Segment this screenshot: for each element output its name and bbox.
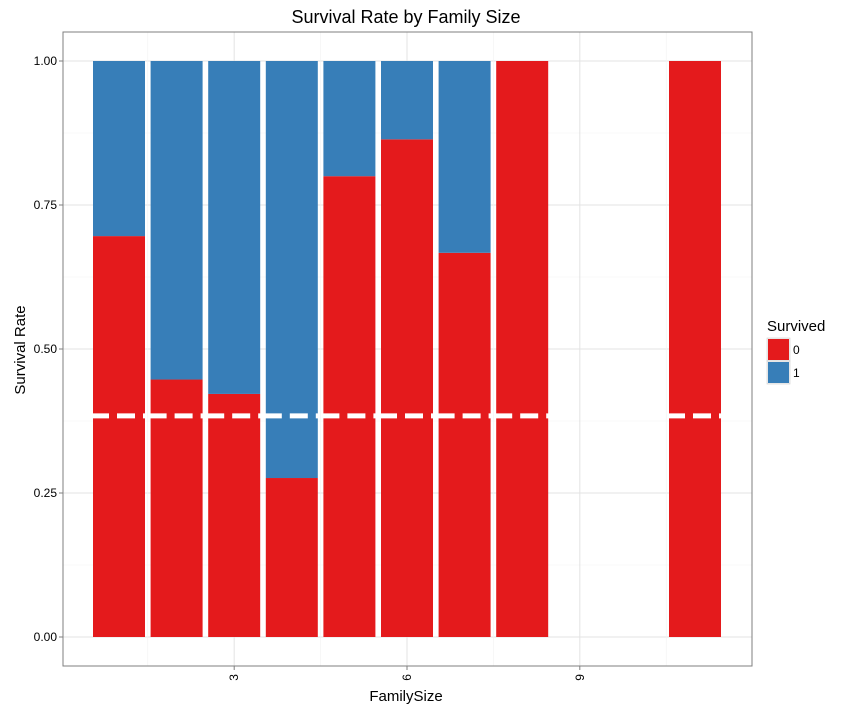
bar-segment-survived-1 (381, 61, 433, 140)
bar-segment-survived-0 (265, 478, 318, 637)
legend-swatch-1 (768, 362, 789, 383)
x-axis-title: FamilySize (369, 688, 442, 705)
bar-segment-survived-1 (150, 61, 203, 380)
x-tick-label: 6 (400, 674, 414, 681)
bar-segment-survived-1 (208, 61, 261, 394)
bar-segment-survived-0 (323, 176, 376, 637)
bar-segment-survived-1 (93, 61, 145, 237)
bar-segment-survived-0 (669, 61, 721, 637)
bar-segment-survived-0 (438, 252, 491, 638)
y-axis-title: Survival Rate (12, 305, 29, 394)
legend-label-1: 1 (793, 366, 800, 380)
chart-title: Survival Rate by Family Size (291, 7, 520, 27)
bar-segment-survived-1 (265, 61, 318, 479)
bar-segment-survived-0 (381, 139, 433, 637)
legend-swatch-0 (768, 339, 789, 360)
y-tick-label: 0.25 (34, 486, 58, 500)
x-tick-label: 3 (227, 674, 241, 681)
y-tick-label: 0.75 (34, 198, 58, 212)
bar-segment-survived-0 (208, 393, 261, 637)
bar-segment-survived-1 (438, 61, 491, 253)
y-tick-label: 1.00 (34, 54, 58, 68)
legend: Survived 0 1 (766, 318, 825, 385)
bar-segment-survived-1 (323, 61, 376, 177)
bars (93, 61, 721, 638)
bar-segment-survived-0 (496, 61, 549, 637)
legend-label-0: 0 (793, 343, 800, 357)
y-tick-label: 0.00 (34, 630, 58, 644)
axis-ticks: 0.00 0.25 0.50 0.75 1.00 3 6 9 (34, 54, 587, 681)
bar-segment-survived-0 (93, 236, 145, 637)
bar-segment-survived-0 (150, 379, 203, 637)
legend-title: Survived (767, 318, 825, 335)
x-tick-label: 9 (573, 674, 587, 681)
y-tick-label: 0.50 (34, 342, 58, 356)
